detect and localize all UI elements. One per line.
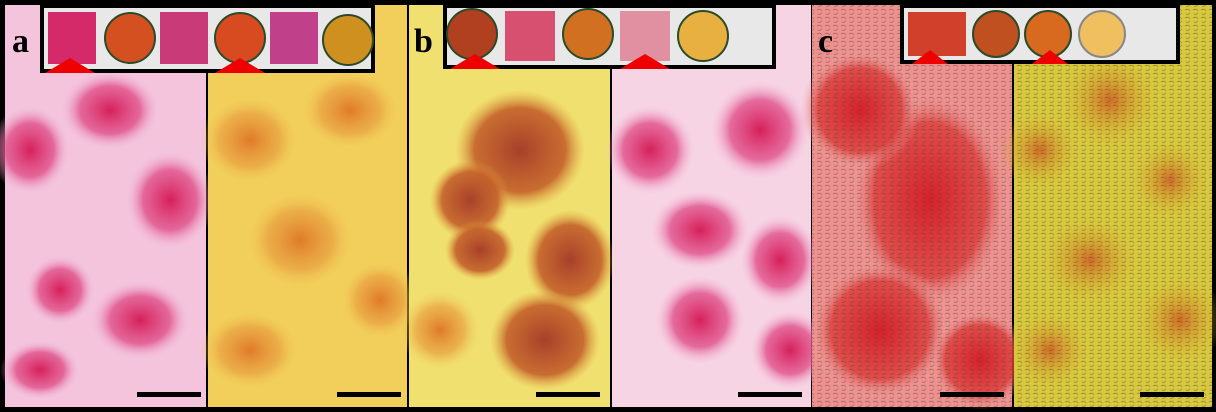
panel-label: a bbox=[12, 23, 29, 60]
panel-label: c bbox=[818, 23, 833, 60]
panel-label: b bbox=[414, 23, 433, 60]
panel-b: b bbox=[400, 5, 830, 407]
figure: a b bbox=[0, 0, 1216, 412]
panel-a: a bbox=[0, 5, 420, 407]
panel-c: c bbox=[800, 5, 1216, 410]
